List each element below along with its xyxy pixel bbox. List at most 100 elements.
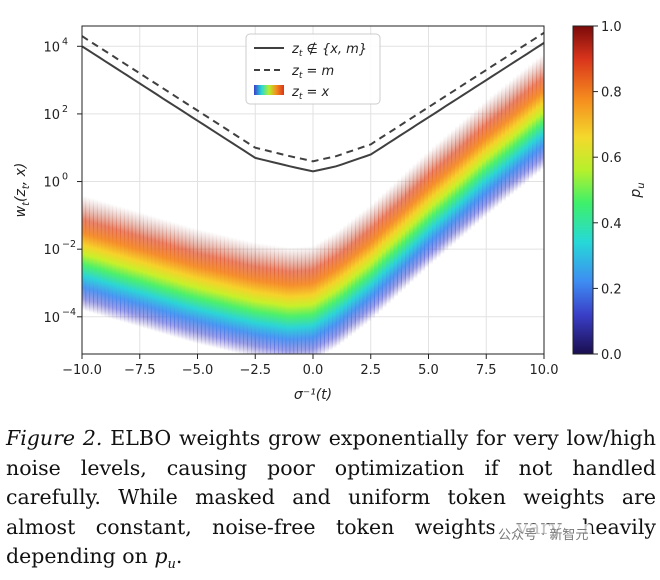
band-strip — [335, 230, 341, 346]
y-tick-label: 10 — [43, 108, 60, 123]
band-strip — [393, 181, 399, 297]
band-strip — [158, 218, 164, 334]
band-strip — [485, 98, 491, 214]
band-strip — [231, 237, 237, 353]
band-strip — [266, 244, 271, 354]
band-strip — [143, 213, 148, 329]
watermark: 公众号 · 新智元 — [494, 524, 593, 543]
band-strip — [412, 163, 418, 279]
band-strip — [181, 224, 187, 340]
caption-text: ELBO weights grow exponentially for very… — [6, 426, 656, 568]
colorbar: 0.0 0.2 0.4 0.6 0.8 1.0 pu — [572, 20, 647, 363]
colorbar-tick-label: 0.0 — [601, 348, 622, 363]
x-tick-label: −2.5 — [239, 363, 271, 378]
band-strip — [285, 247, 291, 354]
band-strip — [474, 108, 479, 224]
band-strip — [478, 105, 483, 221]
band-strip — [451, 129, 456, 245]
band-strip — [174, 222, 179, 338]
band-strip — [458, 122, 464, 238]
band-strip — [197, 229, 202, 345]
y-tick-exponent: −2 — [62, 239, 76, 250]
legend-label-solid: zt ∉ {x, m} — [291, 42, 367, 59]
colorbar-tick-label: 0.4 — [601, 217, 622, 232]
band-strip — [139, 212, 144, 328]
band-strip — [505, 83, 510, 198]
band-strip — [489, 95, 495, 211]
band-strip — [343, 224, 348, 340]
band-strip — [135, 211, 141, 327]
band-strip — [447, 132, 453, 248]
y-tick-exponent: 2 — [62, 104, 68, 115]
band-strip — [424, 152, 429, 268]
band-strip — [166, 220, 171, 336]
band-strip — [389, 185, 395, 301]
y-tick-exponent: 0 — [62, 172, 68, 183]
band-strip — [251, 242, 256, 354]
band-strip — [212, 232, 218, 348]
band-strip — [462, 119, 468, 234]
band-strip — [420, 156, 426, 272]
band-strip — [366, 206, 372, 322]
band-strip — [501, 86, 506, 202]
band-strip — [482, 102, 487, 218]
band-strip — [235, 238, 241, 354]
band-strip — [385, 189, 391, 304]
band-strip — [247, 241, 252, 354]
band-strip — [439, 139, 445, 255]
band-strip — [443, 135, 449, 251]
series-line-zt-notin-xm — [82, 42, 544, 173]
series-lines — [82, 31, 544, 173]
x-axis-ticks: −10.0 −7.5 −5.0 −2.5 0.0 2.5 5.0 7.5 10.0 — [62, 354, 558, 378]
band-strip — [204, 231, 210, 347]
band-strip — [124, 208, 129, 323]
band-strip — [535, 57, 541, 173]
x-tick-label: 7.5 — [476, 363, 497, 378]
band-strip — [112, 204, 117, 320]
band-strip — [324, 237, 329, 353]
band-strip — [339, 227, 345, 343]
y-axis-label: wt(zt, x) — [13, 163, 32, 218]
band-strip — [193, 228, 198, 344]
band-strip — [378, 196, 383, 312]
y-tick-label: 10 — [43, 311, 60, 326]
band-strip — [154, 217, 160, 333]
band-strip — [281, 246, 287, 354]
band-strip — [516, 73, 522, 189]
band-strip — [120, 206, 125, 322]
band-strip — [116, 205, 121, 321]
band-strip — [304, 246, 310, 354]
band-strip — [270, 244, 275, 354]
colorbar-tick-label: 1.0 — [601, 20, 622, 35]
band-strip — [189, 227, 194, 343]
band-strip — [520, 70, 526, 186]
band-strip — [243, 240, 248, 354]
band-strip — [289, 247, 295, 354]
band-strip — [347, 221, 352, 337]
band-strip — [224, 235, 229, 351]
band-strip — [293, 247, 298, 354]
y-tick-label: 10 — [43, 243, 60, 258]
band-strip — [524, 67, 529, 183]
band-strip — [381, 192, 387, 308]
band-strip — [185, 226, 191, 342]
band-strip — [85, 196, 90, 312]
caption-label: Figure 2. — [6, 426, 103, 450]
band-strip — [278, 246, 283, 354]
band-strip — [147, 214, 152, 330]
band-strip — [416, 160, 422, 276]
band-strip — [170, 221, 175, 337]
x-axis-label: σ⁻¹(t) — [294, 387, 332, 403]
band-strip — [351, 218, 356, 334]
band-strip — [131, 210, 137, 326]
band-strip — [316, 242, 322, 354]
band-strip — [297, 246, 302, 354]
band-strip — [328, 235, 333, 351]
band-strip — [200, 230, 206, 346]
x-tick-label: −5.0 — [182, 363, 214, 378]
band-strip — [208, 232, 214, 347]
colorbar-label: pu — [628, 182, 647, 198]
x-tick-label: 10.0 — [530, 363, 559, 378]
band-strip — [89, 197, 94, 313]
